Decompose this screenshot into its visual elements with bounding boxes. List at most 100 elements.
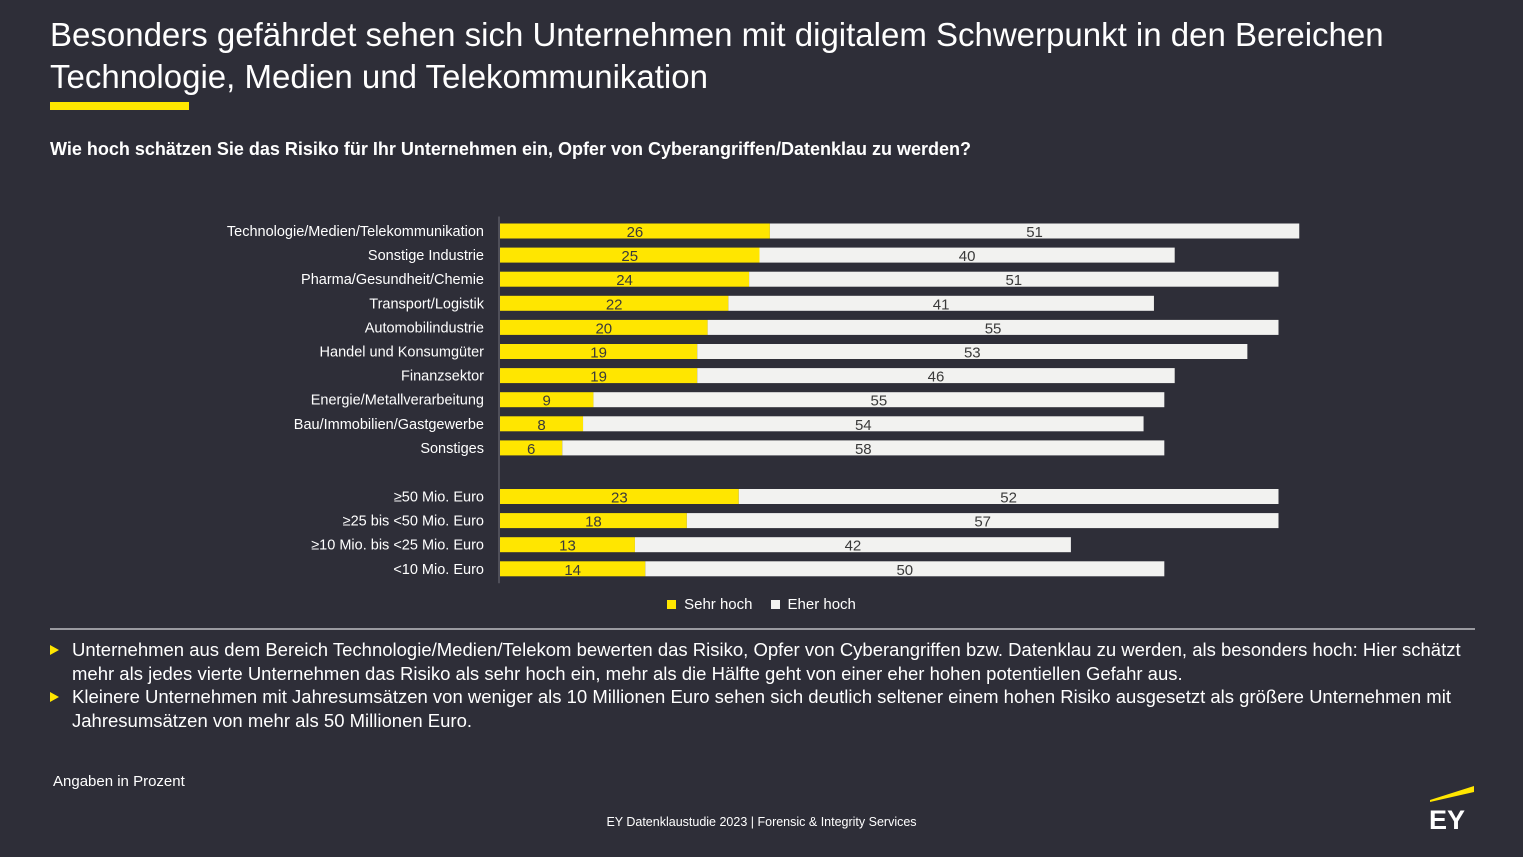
bar-eher-hoch: [769, 223, 1300, 239]
value-label-eher-hoch: 54: [855, 417, 872, 434]
bar-row: Technologie/Medien/Telekommunikation 26 51: [227, 223, 1300, 241]
bar-eher-hoch: [645, 561, 1165, 577]
bar-row: ≥25 bis <50 Mio. Euro 18 57: [343, 513, 1279, 531]
bar-sehr-hoch: [500, 561, 646, 577]
value-label-sehr-hoch: 19: [590, 369, 607, 386]
stacked-bar-chart: Technologie/Medien/Telekommunikation 26 51…: [227, 216, 1300, 584]
bar-sehr-hoch: [500, 344, 698, 359]
value-label-eher-hoch: 51: [1005, 272, 1022, 289]
bar-row: Bau/Immobilien/Gastgewerbe 8 54: [294, 416, 1144, 434]
bar-sehr-hoch: [500, 440, 563, 456]
ey-logo: EY: [1429, 786, 1474, 832]
legend-swatch-eher-hoch: [770, 600, 780, 609]
value-label-eher-hoch: 55: [871, 393, 888, 410]
value-label-sehr-hoch: 22: [606, 296, 623, 313]
bar-row: Sonstige Industrie 25 40: [368, 247, 1175, 265]
value-label-sehr-hoch: 25: [621, 248, 638, 265]
bar-sehr-hoch: [500, 537, 635, 553]
page-title: Besonders gefährdet sehen sich Unternehm…: [50, 16, 1384, 95]
bar-sehr-hoch: [500, 319, 708, 335]
unit-footnote: Angaben in Prozent: [53, 773, 185, 790]
ey-beam-icon: [1430, 786, 1474, 802]
legend-swatch-sehr-hoch: [667, 600, 677, 609]
bar-eher-hoch: [738, 489, 1279, 504]
category-label: Pharma/Gesundheit/Chemie: [301, 272, 484, 288]
legend-item-sehr-hoch: Sehr hoch: [667, 596, 753, 613]
value-label-eher-hoch: 55: [985, 320, 1002, 337]
bar-row: Automobilindustrie 20 55: [365, 319, 1279, 337]
category-label: <10 Mio. Euro: [393, 562, 484, 578]
value-label-sehr-hoch: 8: [537, 417, 545, 434]
category-label: Finanzsektor: [401, 369, 484, 385]
value-label-sehr-hoch: 20: [595, 320, 612, 337]
bar-sehr-hoch: [500, 271, 750, 287]
bar-row: ≥10 Mio. bis <25 Mio. Euro 13 42: [311, 537, 1071, 555]
bar-row: Transport/Logistik 22 41: [369, 295, 1154, 313]
value-label-sehr-hoch: 23: [611, 490, 628, 507]
value-label-sehr-hoch: 9: [543, 393, 551, 410]
value-label-eher-hoch: 53: [964, 345, 981, 362]
bar-eher-hoch: [707, 319, 1279, 335]
bullet-arrow-icon: [50, 645, 59, 655]
bar-eher-hoch: [593, 392, 1165, 408]
category-label: Automobilindustrie: [365, 320, 484, 336]
bar-eher-hoch: [759, 247, 1175, 263]
title-accent-bar: [50, 102, 189, 110]
category-label: ≥50 Mio. Euro: [394, 490, 484, 506]
bar-eher-hoch: [634, 537, 1071, 553]
value-label-eher-hoch: 57: [974, 514, 991, 531]
key-finding-text: Kleinere Unternehmen mit Jahresumsätzen …: [72, 686, 1451, 731]
bar-sehr-hoch: [500, 247, 760, 263]
bar-sehr-hoch: [500, 489, 739, 504]
bar-sehr-hoch: [500, 416, 584, 432]
value-label-sehr-hoch: 24: [616, 272, 633, 289]
bar-eher-hoch: [697, 344, 1248, 359]
legend-item-eher-hoch: Eher hoch: [770, 596, 856, 613]
value-label-eher-hoch: 58: [855, 441, 872, 458]
bars-layer: Technologie/Medien/Telekommunikation 26 51…: [227, 223, 1300, 579]
legend-label-eher-hoch: Eher hoch: [787, 596, 856, 613]
bar-eher-hoch: [728, 295, 1154, 311]
bar-eher-hoch: [562, 440, 1165, 456]
bar-row: ≥50 Mio. Euro 23 52: [394, 489, 1279, 507]
bar-row: <10 Mio. Euro 14 50: [393, 561, 1165, 579]
value-label-sehr-hoch: 19: [590, 345, 607, 362]
value-label-sehr-hoch: 26: [627, 224, 644, 241]
bar-row: Finanzsektor 19 46: [401, 368, 1175, 386]
category-label: Technologie/Medien/Telekommunikation: [227, 224, 484, 240]
bar-sehr-hoch: [500, 392, 594, 408]
bar-row: Sonstiges 6 58: [420, 440, 1165, 458]
bar-sehr-hoch: [500, 295, 729, 311]
bar-row: Pharma/Gesundheit/Chemie 24 51: [301, 271, 1279, 289]
bar-row: Energie/Metallverarbeitung 9 55: [311, 392, 1165, 410]
value-label-eher-hoch: 51: [1026, 224, 1043, 241]
bar-eher-hoch: [583, 416, 1144, 432]
value-label-eher-hoch: 42: [845, 538, 862, 555]
bar-sehr-hoch: [500, 368, 698, 384]
key-finding-item: Kleinere Unternehmen mit Jahresumsätzen …: [50, 685, 1490, 732]
bar-eher-hoch: [749, 271, 1279, 287]
category-label: ≥10 Mio. bis <25 Mio. Euro: [311, 538, 484, 554]
bar-eher-hoch: [686, 513, 1279, 529]
category-label: Transport/Logistik: [369, 296, 484, 312]
value-label-eher-hoch: 52: [1000, 490, 1017, 507]
bar-sehr-hoch: [500, 513, 687, 529]
bullet-arrow-icon: [50, 692, 59, 702]
value-label-eher-hoch: 50: [896, 562, 913, 579]
category-label: Sonstige Industrie: [368, 248, 484, 264]
ey-logo-text: EY: [1429, 805, 1465, 832]
legend-label-sehr-hoch: Sehr hoch: [684, 596, 753, 613]
value-label-eher-hoch: 41: [933, 296, 950, 313]
bar-sehr-hoch: [500, 223, 770, 239]
key-finding-item: Unternehmen aus dem Bereich Technologie/…: [50, 638, 1490, 685]
key-finding-text: Unternehmen aus dem Bereich Technologie/…: [72, 639, 1461, 684]
value-label-sehr-hoch: 18: [585, 514, 602, 531]
survey-question: Wie hoch schätzen Sie das Risiko für Ihr…: [50, 139, 972, 159]
key-findings-list: Unternehmen aus dem Bereich Technologie/…: [50, 638, 1490, 732]
value-label-eher-hoch: 46: [928, 369, 945, 386]
category-label: Handel und Konsumgüter: [320, 345, 485, 361]
category-label: Energie/Metallverarbeitung: [311, 393, 484, 409]
chart-legend: Sehr hoch Eher hoch: [0, 596, 1523, 613]
category-label: ≥25 bis <50 Mio. Euro: [343, 514, 484, 530]
value-label-sehr-hoch: 14: [564, 562, 581, 579]
